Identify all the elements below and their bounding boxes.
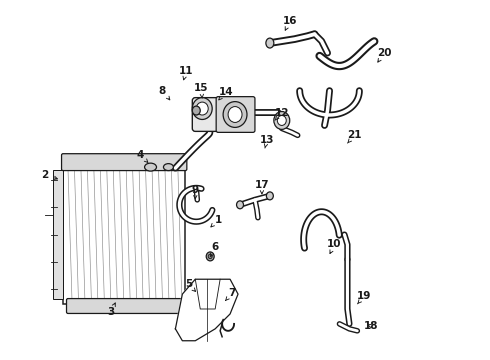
- Text: 15: 15: [194, 83, 209, 98]
- Text: 1: 1: [211, 215, 222, 227]
- Polygon shape: [175, 279, 238, 341]
- Ellipse shape: [228, 107, 242, 122]
- Ellipse shape: [266, 38, 274, 48]
- Text: 7: 7: [225, 288, 236, 301]
- Text: 13: 13: [260, 135, 274, 148]
- Text: 5: 5: [185, 279, 196, 291]
- FancyBboxPatch shape: [192, 98, 253, 131]
- Ellipse shape: [196, 102, 208, 115]
- Text: 14: 14: [219, 87, 233, 100]
- Bar: [63, 165, 185, 304]
- Ellipse shape: [192, 98, 212, 120]
- Text: 6: 6: [211, 243, 219, 256]
- Ellipse shape: [267, 192, 273, 200]
- FancyBboxPatch shape: [67, 298, 182, 314]
- FancyBboxPatch shape: [62, 154, 187, 171]
- Ellipse shape: [145, 163, 156, 171]
- Text: 18: 18: [364, 321, 379, 331]
- Text: 3: 3: [107, 303, 115, 317]
- Ellipse shape: [208, 254, 212, 258]
- Ellipse shape: [223, 102, 247, 127]
- Ellipse shape: [274, 112, 290, 129]
- Text: 2: 2: [42, 170, 57, 180]
- Text: 20: 20: [377, 48, 392, 62]
- Text: 11: 11: [179, 66, 194, 80]
- Text: 12: 12: [274, 108, 289, 120]
- Ellipse shape: [164, 164, 173, 171]
- Text: 19: 19: [357, 291, 371, 304]
- Ellipse shape: [192, 106, 200, 115]
- Text: 9: 9: [192, 185, 199, 199]
- Text: 21: 21: [347, 130, 362, 143]
- FancyBboxPatch shape: [216, 96, 255, 132]
- Ellipse shape: [277, 116, 286, 125]
- Ellipse shape: [206, 252, 214, 261]
- Text: 8: 8: [159, 86, 170, 100]
- Text: 10: 10: [327, 239, 342, 253]
- Text: 17: 17: [255, 180, 269, 194]
- Text: 16: 16: [283, 16, 297, 30]
- Text: 4: 4: [137, 150, 148, 162]
- Ellipse shape: [237, 201, 244, 209]
- Bar: [53, 170, 63, 299]
